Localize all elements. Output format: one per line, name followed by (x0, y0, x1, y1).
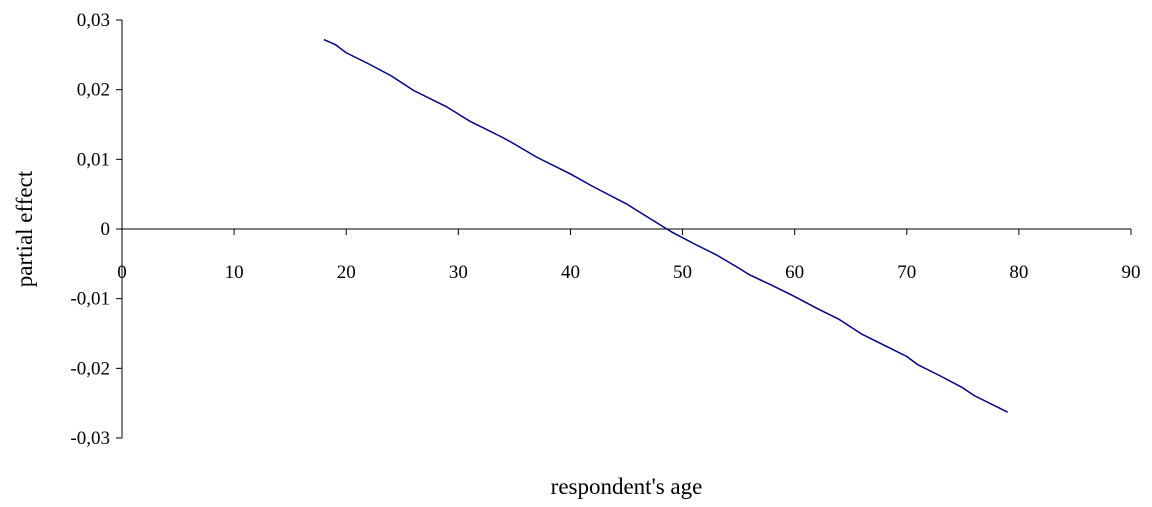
ticks: 0,03 0,02 0,01 0 -0,01 -0,02 -0,03 0 10 20 30 40 50 6… (70, 10, 1140, 449)
y-tick-label: 0 (101, 219, 111, 240)
x-tick-label: 50 (673, 262, 692, 283)
y-tick-label: 0,02 (77, 80, 110, 101)
series-layer (323, 38, 1009, 413)
y-tick-label: -0,03 (70, 428, 110, 449)
x-tick-label: 60 (785, 262, 804, 283)
y-tick-label: -0,01 (70, 289, 110, 310)
series-line-1 (323, 38, 1009, 413)
x-axis-title: respondent's age (551, 474, 703, 499)
x-tick-label: 20 (337, 262, 356, 283)
y-axis-title: partial effect (12, 170, 37, 287)
x-tick-label: 80 (1009, 262, 1028, 283)
x-tick-label: 40 (561, 262, 580, 283)
y-tick-label: 0,01 (77, 149, 110, 170)
x-tick-label: 0 (117, 262, 127, 283)
x-tick-label: 70 (897, 262, 916, 283)
x-tick-label: 10 (225, 262, 244, 283)
x-tick-label: 90 (1122, 262, 1141, 283)
axes (121, 20, 1131, 438)
y-tick-label: 0,03 (77, 10, 110, 31)
y-tick-label: -0,02 (70, 358, 110, 379)
x-tick-label: 30 (449, 262, 468, 283)
